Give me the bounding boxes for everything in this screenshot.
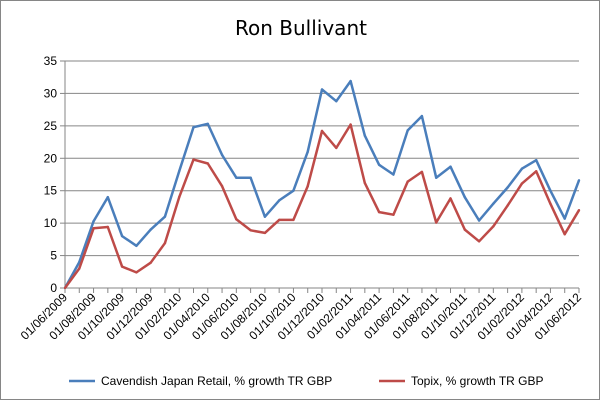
data-point xyxy=(63,286,67,290)
data-point xyxy=(477,240,481,243)
data-point xyxy=(206,122,209,126)
y-tick-label: 35 xyxy=(44,54,58,68)
data-point xyxy=(106,196,110,199)
data-point xyxy=(535,159,538,162)
data-point xyxy=(477,219,481,222)
data-point xyxy=(120,234,124,238)
data-point xyxy=(520,182,524,185)
data-point xyxy=(135,244,138,247)
data-point xyxy=(120,265,124,268)
data-point xyxy=(435,176,438,179)
data-point xyxy=(463,196,466,199)
y-tick-label: 25 xyxy=(44,119,58,133)
data-point xyxy=(78,267,81,270)
data-point xyxy=(406,180,409,183)
data-point xyxy=(420,114,424,118)
data-point xyxy=(78,260,81,264)
data-point xyxy=(235,218,238,221)
y-tick-label: 15 xyxy=(44,184,58,198)
data-point xyxy=(92,220,95,223)
data-point xyxy=(335,100,338,103)
data-point xyxy=(435,221,438,224)
y-tick-label: 10 xyxy=(44,216,58,230)
data-point xyxy=(535,170,538,173)
series-line-1 xyxy=(63,79,581,289)
data-point xyxy=(192,158,195,161)
x-axis-ticks: 01/06/200901/08/200901/10/200901/12/2009… xyxy=(18,290,585,343)
data-point xyxy=(549,189,552,192)
data-point xyxy=(363,134,366,137)
data-point xyxy=(249,229,252,232)
legend-label-2: Topix, % growth TR GBP xyxy=(411,374,544,388)
data-point xyxy=(135,271,138,274)
data-point xyxy=(292,189,295,192)
data-point xyxy=(192,126,195,129)
data-point xyxy=(178,196,181,199)
data-point xyxy=(463,228,466,231)
data-point xyxy=(249,176,252,179)
data-point xyxy=(363,181,366,185)
data-point xyxy=(506,186,509,189)
series-line-2 xyxy=(63,123,581,289)
data-point xyxy=(577,209,581,212)
data-point xyxy=(263,215,267,218)
y-tick-label: 0 xyxy=(50,281,57,295)
data-point xyxy=(292,218,295,222)
data-point xyxy=(235,176,238,179)
data-point xyxy=(163,242,167,245)
y-tick-label: 20 xyxy=(44,151,58,165)
data-point xyxy=(492,225,495,228)
data-point xyxy=(149,261,152,264)
data-point xyxy=(220,153,224,157)
data-point xyxy=(449,165,452,168)
data-point xyxy=(377,163,381,166)
legend-label-1: Cavendish Japan Retail, % growth TR GBP xyxy=(101,374,332,388)
data-point xyxy=(349,79,352,83)
data-point xyxy=(349,123,352,126)
data-point xyxy=(492,202,495,205)
data-point xyxy=(320,88,324,91)
data-point xyxy=(563,233,566,236)
data-point xyxy=(549,202,552,205)
data-point xyxy=(92,227,95,230)
data-point xyxy=(506,204,509,207)
data-point xyxy=(520,167,524,170)
data-point xyxy=(577,179,581,182)
data-point xyxy=(306,150,309,153)
data-point xyxy=(392,173,395,176)
axes xyxy=(60,60,580,293)
data-point xyxy=(335,146,338,150)
data-point xyxy=(278,218,281,222)
chart-title: Ron Bullivant xyxy=(235,16,367,40)
data-point xyxy=(278,199,281,202)
data-point xyxy=(163,215,167,218)
data-point xyxy=(420,170,424,174)
data-point xyxy=(406,129,409,132)
data-point xyxy=(563,217,566,220)
data-point xyxy=(306,185,309,188)
series-lines xyxy=(63,79,581,290)
data-point xyxy=(320,129,324,133)
y-tick-label: 30 xyxy=(44,86,58,100)
data-point xyxy=(149,228,152,231)
data-point xyxy=(106,225,110,229)
data-point xyxy=(392,213,395,216)
y-tick-label: 5 xyxy=(50,249,57,263)
data-point xyxy=(206,162,209,165)
data-point xyxy=(449,197,452,200)
data-point xyxy=(178,170,181,173)
data-point xyxy=(220,185,224,188)
legend: Cavendish Japan Retail, % growth TR GBP T… xyxy=(69,374,544,388)
y-axis-ticks: 0 5 10 15 20 25 30 35 xyxy=(44,54,58,295)
data-point xyxy=(263,231,267,235)
data-point xyxy=(377,210,381,214)
